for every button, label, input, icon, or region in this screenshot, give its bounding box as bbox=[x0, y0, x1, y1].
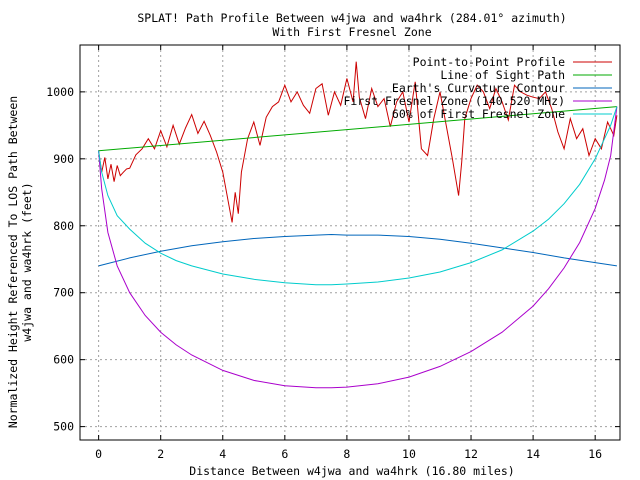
x-tick-label: 16 bbox=[588, 447, 602, 461]
series-line-line-of-sight-path bbox=[98, 106, 617, 152]
legend-label: Earth's Curvature Contour bbox=[392, 81, 565, 95]
series-line-point-to-point-profile bbox=[98, 61, 618, 223]
tick-layer: 0 2 4 6 8 10 12 14 16 500 600 700 800 900 1000 bbox=[46, 45, 620, 461]
x-tick-label: 10 bbox=[402, 447, 416, 461]
x-tick-label: 12 bbox=[464, 447, 478, 461]
x-tick-label: 6 bbox=[281, 447, 288, 461]
y-axis-label-line2: w4jwa and wa4hrk (feet) bbox=[20, 182, 34, 341]
x-axis-label: Distance Between w4jwa and wa4hrk (16.80… bbox=[189, 464, 514, 478]
y-tick-label: 1000 bbox=[46, 85, 74, 99]
x-tick-label: 8 bbox=[343, 447, 350, 461]
legend-label: First Fresnel Zone (140.520 MHz) bbox=[343, 94, 565, 108]
x-tick-label: 2 bbox=[157, 447, 164, 461]
chart-title: SPLAT! Path Profile Between w4jwa and wa… bbox=[137, 11, 566, 25]
y-tick-label: 700 bbox=[53, 286, 74, 300]
legend-label: Point-to-Point Profile bbox=[413, 55, 565, 69]
x-tick-label: 14 bbox=[526, 447, 540, 461]
y-axis-label-line1: Normalized Height Referenced To LOS Path… bbox=[6, 96, 20, 428]
y-tick-label: 500 bbox=[53, 420, 74, 434]
legend-label: Line of Sight Path bbox=[440, 68, 565, 82]
series-line-first-fresnel-zone-140-520-mhz bbox=[98, 106, 618, 389]
y-tick-label: 600 bbox=[53, 353, 74, 367]
x-tick-label: 4 bbox=[219, 447, 226, 461]
series-line-earth-s-curvature-contour bbox=[98, 233, 617, 267]
grid-layer bbox=[80, 45, 620, 440]
series-line-60-of-first-fresnel-zone bbox=[98, 106, 618, 286]
y-tick-label: 800 bbox=[53, 219, 74, 233]
plot-frame bbox=[79, 44, 621, 441]
chart-subtitle: With First Fresnel Zone bbox=[272, 25, 431, 39]
legend-label: 60% of First Fresnel Zone bbox=[392, 107, 565, 121]
x-tick-label: 0 bbox=[95, 447, 102, 461]
y-tick-label: 900 bbox=[53, 152, 74, 166]
series-layer bbox=[98, 61, 618, 389]
